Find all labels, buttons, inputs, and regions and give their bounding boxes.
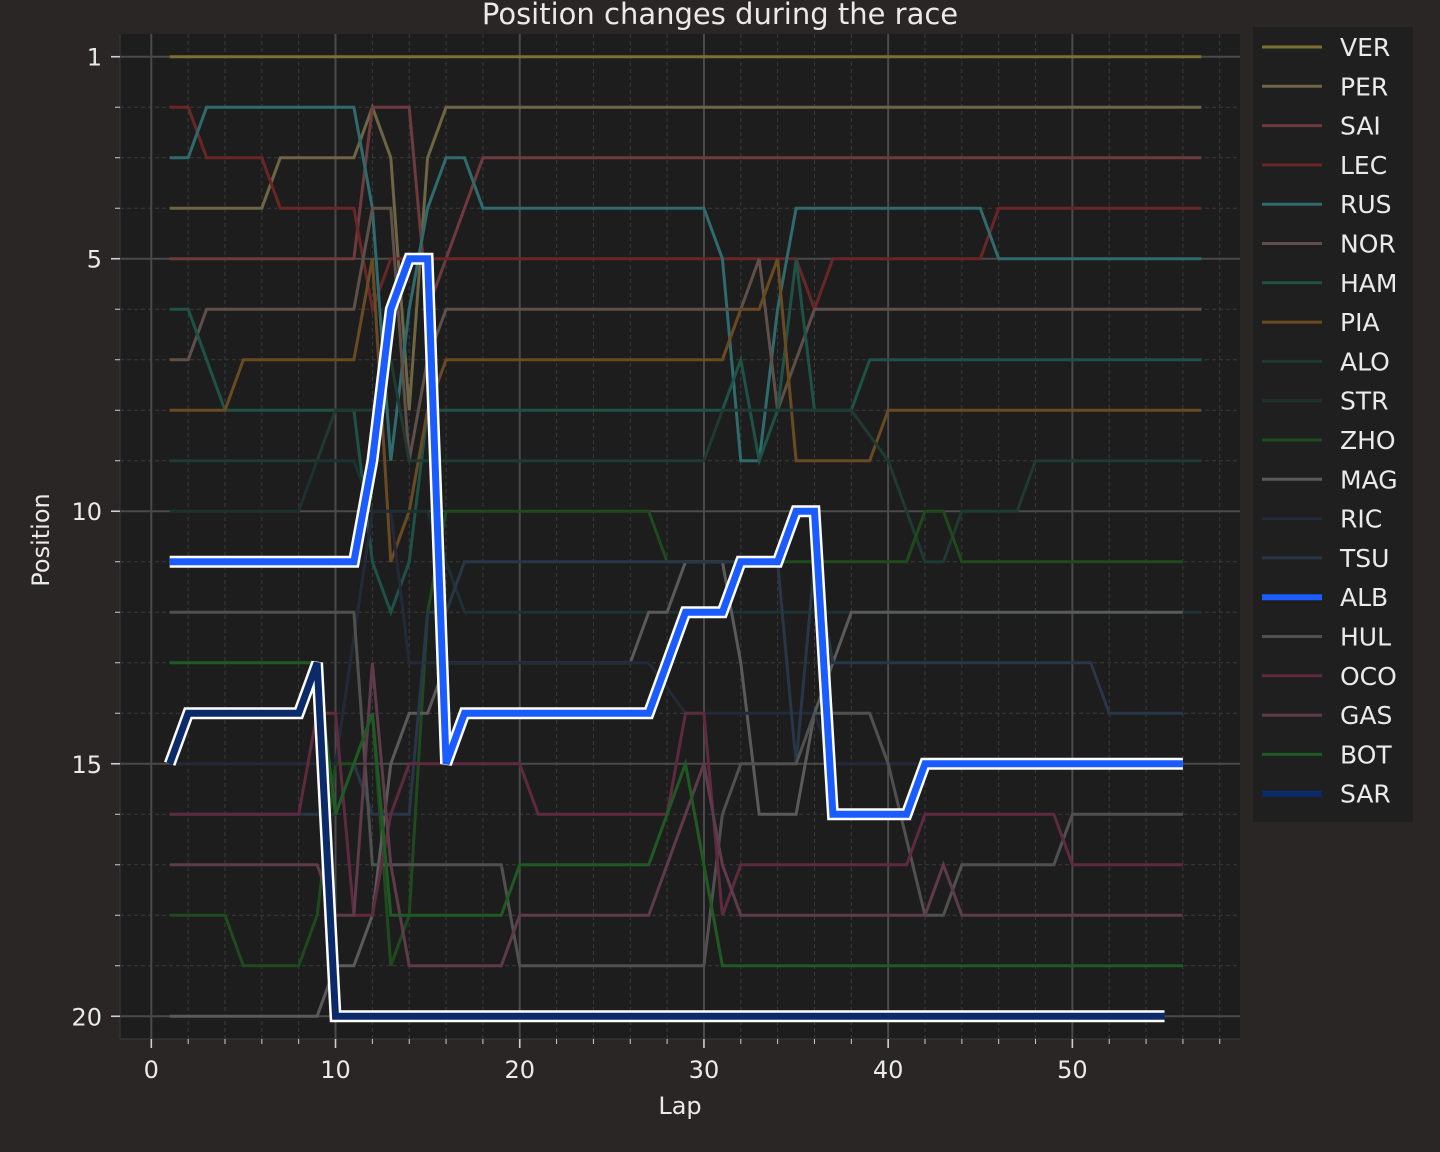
legend-label-oco: OCO bbox=[1340, 662, 1397, 691]
legend-label-sar: SAR bbox=[1340, 780, 1391, 809]
y-axis-label: Position bbox=[27, 493, 55, 586]
series-line-oco bbox=[169, 711, 1183, 917]
legend-label-alo: ALO bbox=[1340, 347, 1390, 376]
legend-label-ham: HAM bbox=[1340, 269, 1397, 298]
series-line-sar bbox=[166, 661, 1165, 1020]
series-line-mag bbox=[169, 560, 1183, 1018]
x-axis-label: Lap bbox=[658, 1092, 701, 1120]
legend-label-per: PER bbox=[1340, 72, 1388, 101]
legend-label-bot: BOT bbox=[1340, 740, 1392, 769]
x-tick-label: 40 bbox=[873, 1056, 904, 1084]
series-line-nor bbox=[169, 206, 1202, 461]
y-tick-label: 5 bbox=[87, 246, 102, 274]
y-tick-label: 20 bbox=[71, 1003, 102, 1031]
plot-area bbox=[120, 34, 1240, 1039]
series-line-per bbox=[169, 102, 1202, 411]
legend: VER PER SAI LEC RUS NOR HAM PIA ALO STR ZHO MAG RIC T… bbox=[1253, 27, 1413, 822]
legend-label-gas: GAS bbox=[1340, 701, 1392, 730]
series-line-str bbox=[169, 459, 1202, 614]
legend-label-sai: SAI bbox=[1340, 112, 1381, 141]
x-tick-label: 10 bbox=[320, 1056, 351, 1084]
legend-label-nor: NOR bbox=[1340, 230, 1396, 259]
legend-label-mag: MAG bbox=[1340, 465, 1398, 494]
legend-label-alb: ALB bbox=[1340, 583, 1388, 612]
series-lines bbox=[164, 55, 1202, 1023]
series-line-hul bbox=[169, 610, 1183, 968]
legend-label-tsu: TSU bbox=[1339, 544, 1389, 573]
legend-label-pia: PIA bbox=[1340, 308, 1380, 337]
legend-label-zho: ZHO bbox=[1340, 426, 1396, 455]
y-tick-label: 1 bbox=[87, 44, 102, 72]
legend-label-ric: RIC bbox=[1340, 505, 1382, 534]
chart-title: Position changes during the race bbox=[482, 0, 958, 31]
legend-label-ver: VER bbox=[1340, 33, 1390, 62]
series-line-lec bbox=[169, 105, 1202, 315]
x-tick-label: 20 bbox=[504, 1056, 535, 1084]
series-line-pia bbox=[169, 258, 1202, 563]
x-tick-label: 50 bbox=[1057, 1056, 1088, 1084]
legend-label-lec: LEC bbox=[1340, 151, 1387, 180]
series-line-alb bbox=[169, 255, 1183, 818]
legend-box bbox=[1253, 27, 1413, 822]
legend-label-rus: RUS bbox=[1340, 190, 1392, 219]
x-tick-label: 30 bbox=[689, 1056, 720, 1084]
x-tick-label: 0 bbox=[144, 1056, 159, 1084]
y-tick-label: 10 bbox=[71, 498, 102, 526]
series-line-bot bbox=[169, 661, 1183, 968]
legend-label-hul: HUL bbox=[1340, 623, 1391, 652]
series-line-tsu bbox=[169, 560, 1183, 816]
series-line-gas bbox=[169, 662, 1183, 968]
legend-label-str: STR bbox=[1340, 387, 1389, 416]
y-tick-label: 15 bbox=[71, 751, 102, 779]
series-line-rus bbox=[169, 105, 1202, 463]
